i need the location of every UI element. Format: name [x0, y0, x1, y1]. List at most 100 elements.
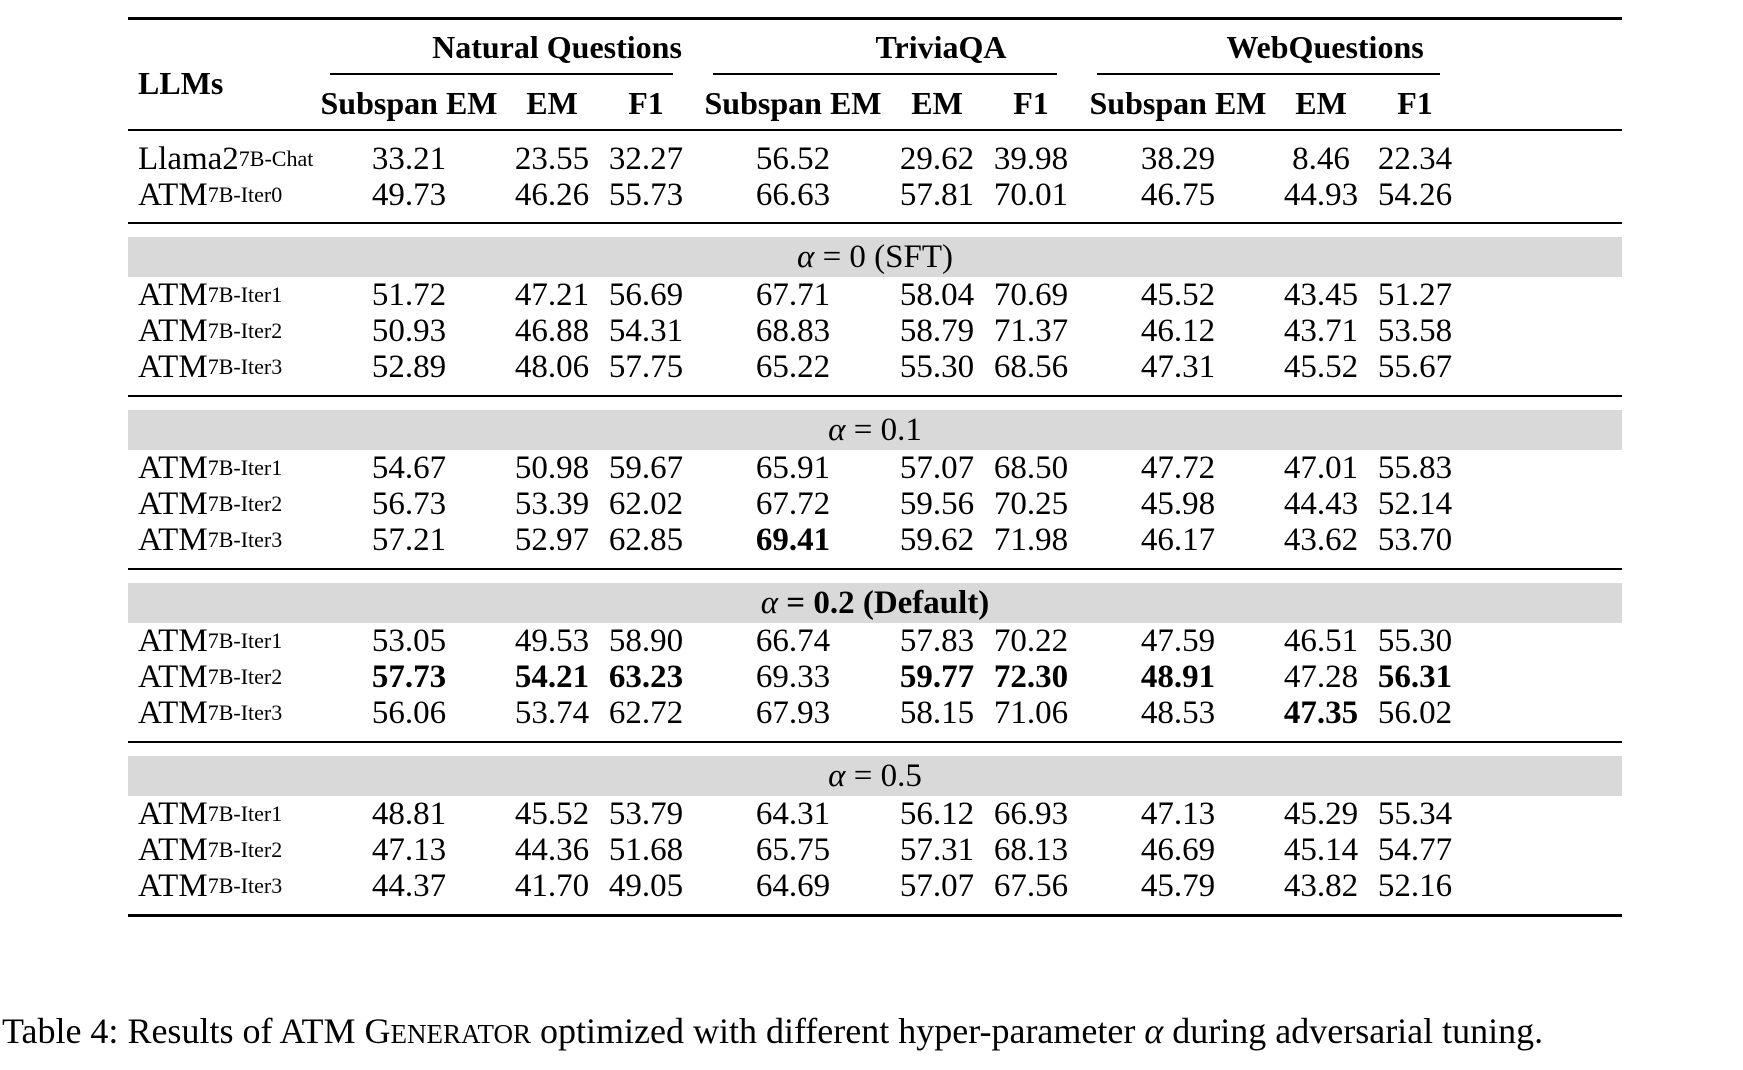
table-row: ATM 7B-Iter2 47.13 44.36 51.68 65.75 57.31 68.1…: [128, 832, 1622, 868]
value-cell: 23.55: [514, 140, 590, 177]
table-body: Llama2 7B-Chat 33.21 23.55 32.27 56.52 29.62 39…: [128, 141, 1622, 917]
value-cell: 33.21: [371, 140, 447, 177]
llms-header: LLMs: [138, 64, 224, 101]
value-cell: 51.68: [608, 831, 684, 868]
value-cell: 59.62: [899, 521, 975, 558]
group-underline: [1097, 73, 1440, 75]
value-cell: 68.56: [993, 348, 1069, 385]
alpha-symbol: α: [828, 757, 846, 794]
model-variant: 7B-Iter3: [207, 527, 283, 552]
value-cell: 53.74: [514, 694, 590, 731]
value-cell: 67.71: [755, 276, 831, 313]
value-cell: 44.43: [1283, 485, 1359, 522]
model-name: ATM 7B-Iter3: [138, 522, 282, 558]
value-cell: 47.31: [1140, 348, 1216, 385]
section-label-band: α = 0.1: [128, 410, 1622, 450]
alpha-symbol: α: [760, 584, 779, 621]
model-name: ATM 7B-Iter2: [138, 486, 282, 522]
table-caption: Table 4: Results of ATM GENERATOR optimi…: [2, 1010, 1543, 1052]
value-cell: 55.73: [608, 176, 684, 213]
model-variant: 7B-Iter0: [207, 182, 283, 207]
value-cell: 62.02: [608, 485, 684, 522]
value-cell: 56.06: [371, 694, 447, 731]
model-name: ATM 7B-Iter1: [138, 796, 282, 832]
value-cell: 39.98: [993, 140, 1069, 177]
value-cell: 47.28: [1283, 658, 1359, 695]
model-name: ATM 7B-Iter1: [138, 450, 282, 486]
value-cell: 52.97: [514, 521, 590, 558]
value-cell: 47.13: [371, 831, 447, 868]
value-cell: 68.50: [993, 449, 1069, 486]
value-cell: 48.81: [371, 795, 447, 832]
section-label: = 0.2 (Default): [778, 584, 990, 621]
value-cell: 53.70: [1377, 521, 1453, 558]
value-cell: 47.72: [1140, 449, 1216, 486]
model-variant: 7B-Iter2: [207, 318, 283, 343]
model-base: ATM: [138, 521, 208, 558]
top-rule: [128, 17, 1622, 20]
value-cell: 45.98: [1140, 485, 1216, 522]
caption-generator-rest: ENERATOR: [390, 1019, 531, 1049]
value-cell: 63.23: [608, 658, 684, 695]
value-cell: 57.83: [899, 622, 975, 659]
model-variant: 7B-Chat: [238, 146, 314, 171]
table-row: ATM 7B-Iter1 53.05 49.53 58.90 66.74 57.83 70.2…: [128, 623, 1622, 659]
model-base: ATM: [138, 348, 208, 385]
value-cell: 58.15: [899, 694, 975, 731]
model-name: ATM 7B-Iter3: [138, 349, 282, 385]
value-cell: 53.58: [1377, 312, 1453, 349]
model-base: ATM: [138, 795, 208, 832]
value-cell: 65.75: [755, 831, 831, 868]
value-cell: 44.36: [514, 831, 590, 868]
value-cell: 57.07: [899, 867, 975, 904]
section-label-band: α = 0.5: [128, 756, 1622, 796]
section-label: = 0.5: [845, 757, 922, 794]
value-cell: 47.21: [514, 276, 590, 313]
value-cell: 65.22: [755, 348, 831, 385]
section-rule: [128, 395, 1622, 397]
model-variant: 7B-Iter2: [207, 837, 283, 862]
model-name: ATM 7B-Iter2: [138, 659, 282, 695]
column-header: Subspan EM: [1089, 84, 1267, 121]
table-row: ATM 7B-Iter3 52.89 48.06 57.75 65.22 55.30 68.5…: [128, 349, 1622, 385]
value-cell: 48.06: [514, 348, 590, 385]
section-label-band: α = 0.2 (Default): [128, 583, 1622, 623]
alpha-symbol: α: [796, 238, 815, 275]
value-cell: 49.53: [514, 622, 590, 659]
value-cell: 69.33: [755, 658, 831, 695]
value-cell: 45.14: [1283, 831, 1359, 868]
value-cell: 57.31: [899, 831, 975, 868]
value-cell: 71.37: [993, 312, 1069, 349]
value-cell: 71.06: [993, 694, 1069, 731]
value-cell: 56.52: [755, 140, 831, 177]
column-header: F1: [628, 84, 664, 121]
value-cell: 52.16: [1377, 867, 1453, 904]
value-cell: 46.88: [514, 312, 590, 349]
model-base: ATM: [138, 867, 208, 904]
table-row: ATM 7B-Iter3 56.06 53.74 62.72 67.93 58.15 71.0…: [128, 695, 1622, 731]
value-cell: 44.37: [371, 867, 447, 904]
value-cell: 47.13: [1140, 795, 1216, 832]
model-variant: 7B-Iter3: [207, 354, 283, 379]
value-cell: 56.12: [899, 795, 975, 832]
model-name: ATM 7B-Iter1: [138, 623, 282, 659]
model-variant: 7B-Iter2: [207, 491, 283, 516]
value-cell: 29.62: [899, 140, 975, 177]
model-name: ATM 7B-Iter2: [138, 313, 282, 349]
column-header: Subspan EM: [320, 84, 498, 121]
value-cell: 59.56: [899, 485, 975, 522]
value-cell: 54.67: [371, 449, 447, 486]
value-cell: 43.62: [1283, 521, 1359, 558]
value-cell: 47.35: [1283, 694, 1359, 731]
value-cell: 66.63: [755, 176, 831, 213]
model-base: ATM: [138, 622, 208, 659]
model-name: ATM 7B-Iter1: [138, 277, 282, 313]
value-cell: 57.21: [371, 521, 447, 558]
table-header: LLMs Natural Questions TriviaQA WebQuestion…: [128, 20, 1622, 129]
value-cell: 46.69: [1140, 831, 1216, 868]
group-underline: [713, 73, 1057, 75]
value-cell: 54.26: [1377, 176, 1453, 213]
value-cell: 47.59: [1140, 622, 1216, 659]
group-header: WebQuestions: [1226, 28, 1424, 65]
value-cell: 57.81: [899, 176, 975, 213]
